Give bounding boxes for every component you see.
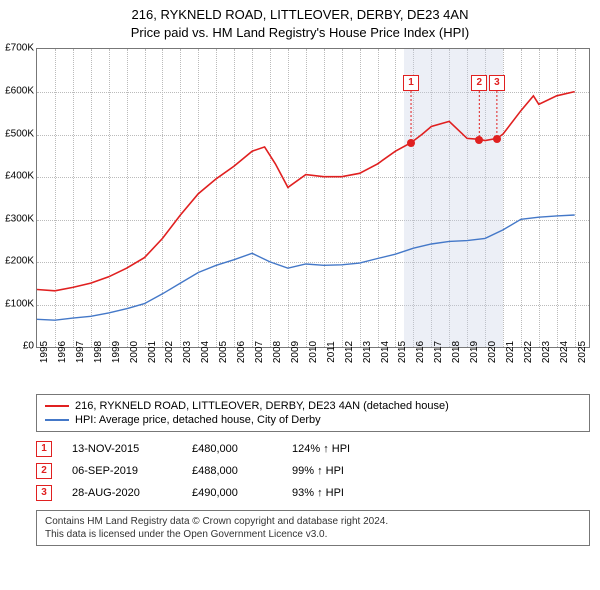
sales-date: 28-AUG-2020: [72, 487, 172, 499]
x-axis-label: 2025: [577, 341, 600, 363]
footer-line-1: Contains HM Land Registry data © Crown c…: [45, 515, 581, 528]
footer-box: Contains HM Land Registry data © Crown c…: [36, 510, 590, 546]
sales-num: 1: [36, 441, 52, 457]
y-axis-label: £300K: [0, 213, 34, 224]
sales-date: 06-SEP-2019: [72, 465, 172, 477]
sales-price: £480,000: [192, 443, 272, 455]
y-axis-label: £400K: [0, 171, 34, 182]
sales-row: 2 06-SEP-2019 £488,000 99% ↑ HPI: [36, 460, 590, 482]
y-axis-label: £700K: [0, 43, 34, 54]
sales-price: £490,000: [192, 487, 272, 499]
legend-row: HPI: Average price, detached house, City…: [45, 413, 581, 427]
title-line-1: 216, RYKNELD ROAD, LITTLEOVER, DERBY, DE…: [10, 6, 590, 24]
legend-swatch: [45, 405, 69, 407]
legend-box: 216, RYKNELD ROAD, LITTLEOVER, DERBY, DE…: [36, 394, 590, 432]
chart-area: 123 £0£100K£200K£300K£400K£500K£600K£700…: [36, 48, 590, 388]
legend-label: HPI: Average price, detached house, City…: [75, 414, 321, 426]
sales-pct: 93% ↑ HPI: [292, 487, 392, 499]
sales-row: 1 13-NOV-2015 £480,000 124% ↑ HPI: [36, 438, 590, 460]
legend-row: 216, RYKNELD ROAD, LITTLEOVER, DERBY, DE…: [45, 399, 581, 413]
sales-num: 2: [36, 463, 52, 479]
sales-list: 1 13-NOV-2015 £480,000 124% ↑ HPI 2 06-SEP-20…: [36, 438, 590, 504]
footer-line-2: This data is licensed under the Open Gov…: [45, 528, 581, 541]
title-line-2: Price paid vs. HM Land Registry's House …: [10, 24, 590, 42]
y-axis-label: £0: [0, 341, 34, 352]
legend-label: 216, RYKNELD ROAD, LITTLEOVER, DERBY, DE…: [75, 400, 449, 412]
page-container: 216, RYKNELD ROAD, LITTLEOVER, DERBY, DE…: [0, 0, 600, 590]
sales-pct: 124% ↑ HPI: [292, 443, 392, 455]
y-axis-label: £500K: [0, 128, 34, 139]
title-block: 216, RYKNELD ROAD, LITTLEOVER, DERBY, DE…: [0, 0, 600, 44]
y-axis-label: £100K: [0, 298, 34, 309]
y-axis-label: £600K: [0, 85, 34, 96]
sales-pct: 99% ↑ HPI: [292, 465, 392, 477]
y-axis-label: £200K: [0, 256, 34, 267]
sales-date: 13-NOV-2015: [72, 443, 172, 455]
sales-num: 3: [36, 485, 52, 501]
sales-price: £488,000: [192, 465, 272, 477]
legend-swatch: [45, 419, 69, 421]
sales-row: 3 28-AUG-2020 £490,000 93% ↑ HPI: [36, 482, 590, 504]
